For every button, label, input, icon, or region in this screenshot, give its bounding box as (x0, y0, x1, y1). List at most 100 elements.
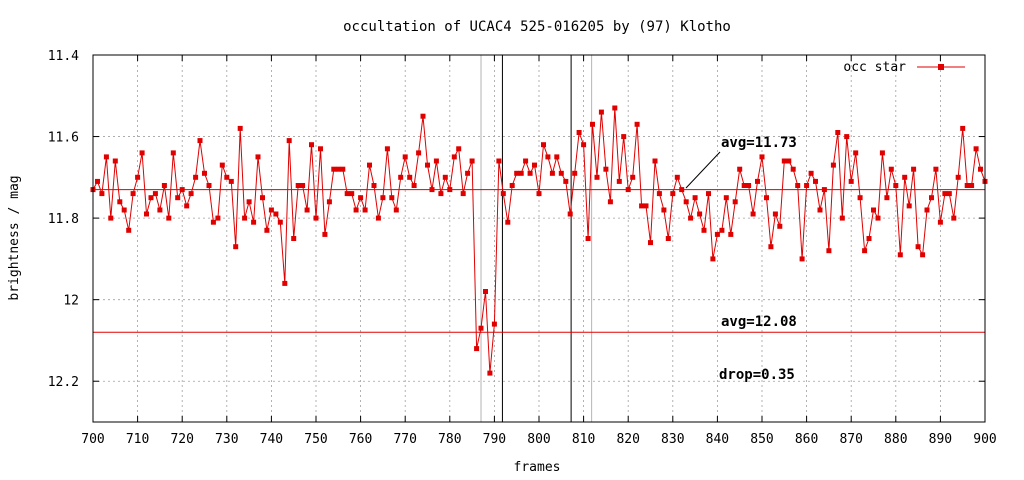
data-point (246, 199, 252, 205)
data-point (808, 170, 814, 176)
data-point (813, 178, 818, 184)
y-tick-label: 12.2 (48, 375, 79, 390)
y-tick-label: 11.6 (48, 131, 79, 146)
data-point (518, 170, 524, 176)
data-point (741, 183, 747, 188)
data-point (438, 191, 444, 197)
data-point (692, 195, 698, 201)
data-point (331, 166, 337, 172)
data-point (425, 162, 430, 168)
data-point (697, 211, 703, 217)
data-point (973, 146, 979, 152)
data-point (527, 170, 533, 176)
data-point (737, 166, 743, 172)
x-tick-label: 780 (438, 432, 461, 447)
data-point (532, 162, 537, 168)
annotation-pointer (685, 151, 721, 189)
data-point (505, 219, 511, 225)
x-tick-label: 750 (304, 432, 327, 447)
data-point (420, 113, 426, 119)
data-point (242, 215, 248, 221)
data-point (616, 178, 622, 184)
data-point (429, 187, 435, 193)
data-point (491, 321, 497, 327)
data-point (897, 252, 903, 258)
data-point (228, 178, 234, 184)
data-point (830, 162, 836, 168)
data-point (710, 256, 716, 262)
data-point (576, 130, 582, 135)
y-axis-label: brightness / mag (7, 175, 22, 300)
data-point (322, 231, 328, 237)
x-tick-label: 800 (527, 432, 550, 447)
data-point (893, 183, 899, 188)
data-point (728, 231, 734, 237)
data-point (465, 170, 471, 176)
data-point (817, 207, 823, 213)
data-point (179, 187, 185, 193)
data-point (661, 207, 667, 213)
data-point (135, 174, 141, 180)
data-point (670, 191, 676, 197)
data-point (777, 223, 783, 229)
data-point (888, 166, 894, 172)
data-point (946, 191, 952, 197)
data-point (304, 207, 310, 213)
data-point (545, 154, 551, 160)
data-point (683, 199, 689, 205)
data-point (795, 183, 801, 188)
data-point (157, 207, 163, 213)
data-point (210, 219, 216, 225)
data-point (384, 146, 390, 152)
annotation-avg-during: avg=12.08 (721, 314, 797, 330)
data-point (112, 158, 118, 164)
y-tick-label: 11.8 (48, 212, 79, 227)
x-axis-label: frames (514, 460, 561, 475)
data-point (456, 146, 462, 152)
data-point (688, 215, 694, 221)
data-point (295, 183, 301, 188)
data-point (255, 154, 261, 160)
x-tick-label: 710 (126, 432, 149, 447)
data-point (920, 252, 926, 258)
x-tick-label: 870 (839, 432, 862, 447)
data-point (318, 146, 323, 152)
data-point (264, 227, 270, 233)
data-point (558, 170, 564, 176)
data-point (656, 191, 662, 197)
data-point (286, 138, 292, 144)
data-point (523, 158, 529, 164)
data-point (500, 191, 506, 197)
data-point (371, 183, 377, 188)
data-point (474, 346, 480, 352)
data-point (607, 199, 613, 205)
x-tick-label: 820 (616, 432, 639, 447)
plot-frame (92, 54, 986, 423)
data-point (326, 199, 332, 205)
data-point (349, 191, 355, 197)
data-point (407, 174, 413, 180)
data-point (879, 150, 885, 156)
data-point (857, 195, 863, 201)
data-point (630, 174, 636, 180)
x-tick-label: 700 (81, 432, 104, 447)
data-point (170, 150, 176, 156)
data-point (844, 134, 850, 140)
data-point (469, 158, 475, 164)
x-tick-label: 900 (973, 432, 996, 447)
data-point (759, 154, 765, 160)
data-point (121, 207, 127, 213)
data-point (969, 183, 975, 188)
legend-label: occ star (843, 60, 906, 75)
data-point (643, 203, 649, 209)
data-point (353, 207, 359, 213)
data-point (804, 183, 810, 188)
data-point (964, 183, 970, 188)
data-point (732, 199, 738, 205)
data-point (402, 154, 408, 160)
data-point (701, 227, 707, 233)
x-tick-label: 880 (884, 432, 907, 447)
data-point (563, 178, 569, 184)
annotation-avg-before: avg=11.73 (721, 135, 797, 151)
data-point (821, 187, 827, 193)
